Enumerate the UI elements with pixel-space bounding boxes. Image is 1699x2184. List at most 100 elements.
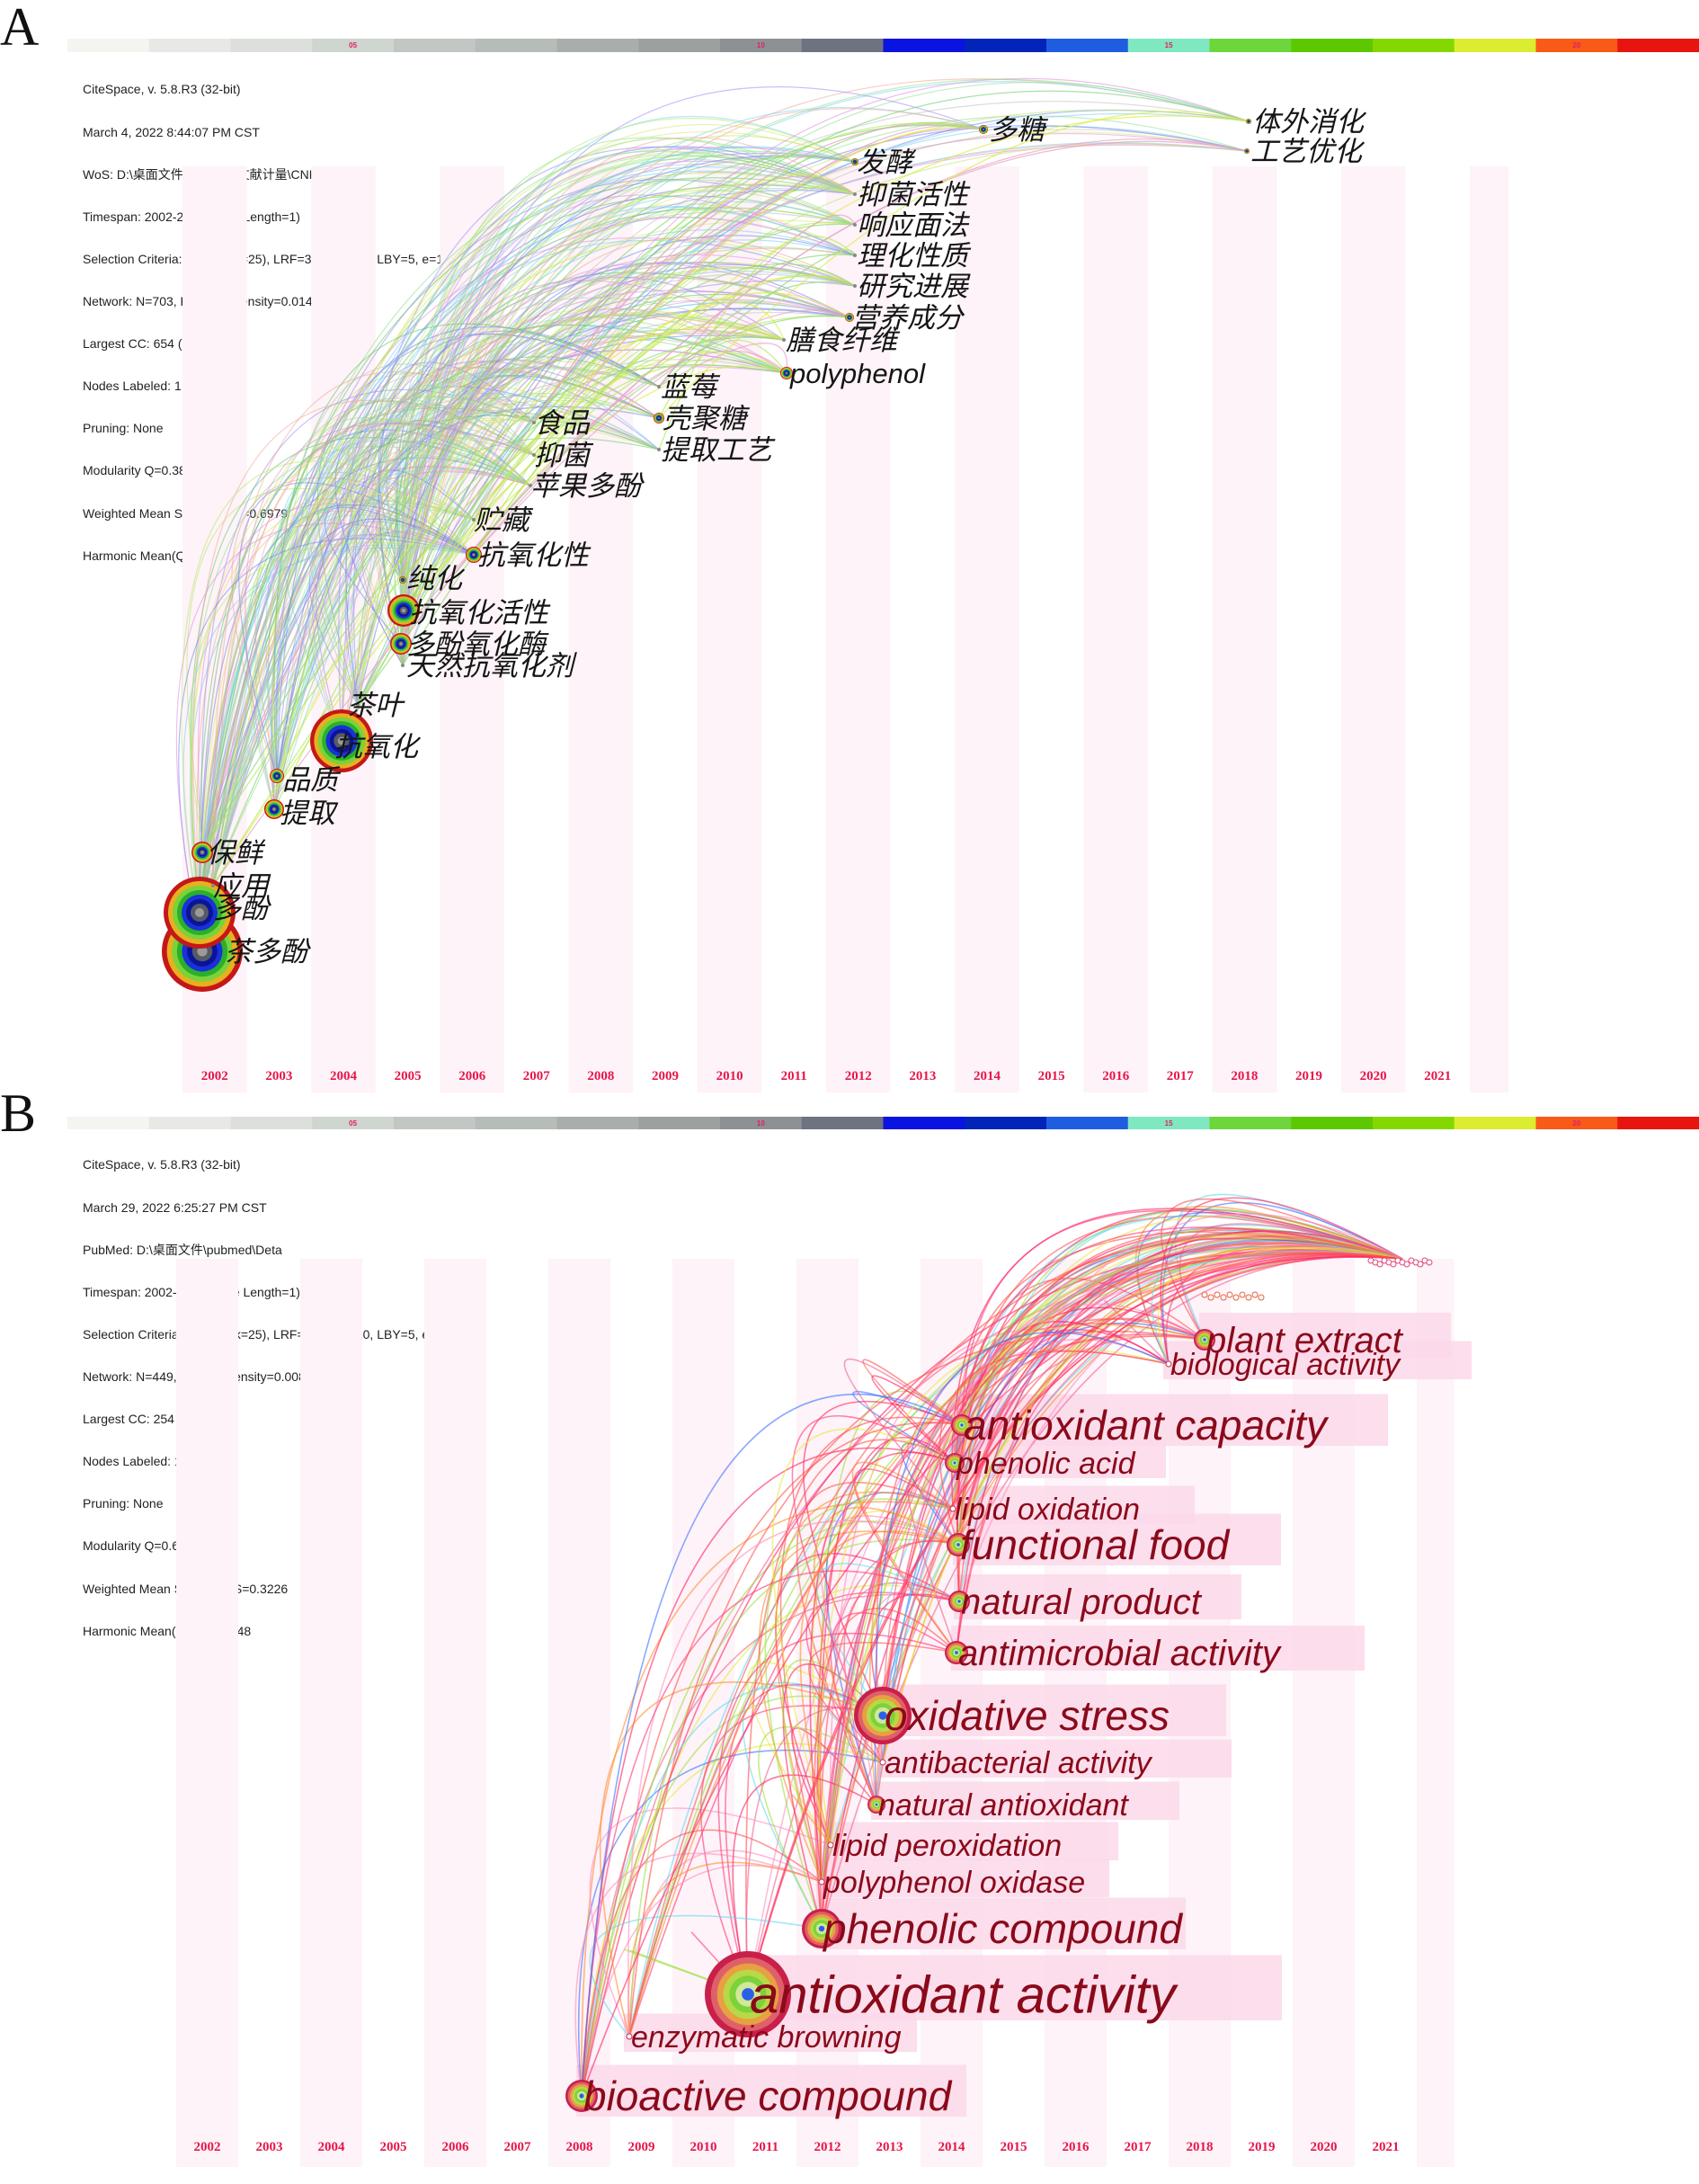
citation-edge — [725, 1683, 884, 1995]
keyword-label: 理化性质 — [857, 240, 972, 272]
year-label: 2015 — [1038, 1069, 1065, 1083]
keyword-label: 保鲜 — [207, 837, 266, 869]
citation-edge — [938, 1350, 1170, 1546]
citation-edge — [357, 311, 785, 706]
color-bar-segment — [1209, 39, 1292, 52]
label-highlight — [816, 1859, 1109, 1897]
color-bar-segment — [638, 39, 721, 52]
node-ring — [658, 417, 660, 419]
year-label: 2010 — [716, 1069, 743, 1083]
color-bar-label: 05 — [349, 1119, 357, 1128]
keyword-node — [945, 1641, 968, 1664]
year-label: 2013 — [876, 2140, 903, 2154]
keyword-node — [1258, 1294, 1265, 1301]
color-bar-segment — [801, 1117, 884, 1129]
keyword-label: antioxidant activity — [750, 1966, 1179, 2024]
year-stripe — [955, 166, 1019, 1092]
citation-edge — [1160, 1197, 1403, 1365]
keyword-label: phenolic compound — [822, 1905, 1183, 1952]
citation-edge — [628, 1246, 1403, 2037]
year-stripe — [300, 1259, 362, 2167]
keyword-label: 体外消化 — [1252, 106, 1367, 138]
citation-edge — [961, 1209, 1403, 1426]
keyword-label: 营养成分 — [851, 302, 965, 334]
color-bar-segment — [148, 1117, 231, 1129]
node-ring — [878, 1711, 887, 1720]
citation-edge — [357, 156, 856, 706]
keyword-node — [1246, 119, 1251, 124]
citation-edge — [473, 275, 856, 556]
citation-edge — [273, 267, 856, 810]
color-bar-segment — [475, 1117, 557, 1129]
citation-edge — [275, 518, 475, 777]
keyword-node — [782, 338, 786, 342]
keyword-node — [1214, 1291, 1221, 1298]
info-line: CiteSpace, v. 5.8.R3 (32-bit) — [83, 82, 241, 97]
citation-edge — [199, 177, 856, 914]
citation-edge — [816, 1563, 960, 1716]
year-stripe — [1417, 1259, 1454, 2167]
keyword-label: phenolic acid — [956, 1447, 1136, 1481]
node-ring — [579, 2093, 584, 2099]
year-label: 2016 — [1063, 2140, 1090, 2154]
keyword-label: functional food — [960, 1521, 1231, 1568]
citation-edge — [862, 1359, 963, 1464]
citation-edge — [771, 1428, 956, 1846]
keyword-label: 纯化 — [406, 563, 466, 595]
keyword-node — [654, 413, 664, 423]
label-highlight — [816, 1897, 1186, 1949]
citation-edge — [201, 392, 660, 853]
keyword-node — [1376, 1261, 1383, 1268]
color-bar-segment — [67, 1117, 150, 1129]
citation-edge — [954, 1252, 1403, 1464]
keyword-node — [532, 421, 536, 424]
citation-edge — [245, 423, 535, 810]
citation-edge — [403, 365, 787, 611]
year-label: 2004 — [330, 1069, 358, 1083]
keyword-label: polyphenol oxidase — [823, 1866, 1085, 1900]
citation-edge — [276, 107, 984, 777]
keyword-label: 提取工艺 — [661, 434, 776, 467]
keyword-label: polyphenol — [789, 358, 926, 389]
color-bar-label: 15 — [1165, 1119, 1173, 1128]
year-label: 2010 — [690, 2140, 717, 2154]
citation-edge — [212, 173, 856, 887]
keyword-label: 抗氧化 — [334, 731, 422, 763]
keyword-label: 多酚氧化酶 — [406, 628, 549, 661]
citation-edge — [843, 1582, 960, 1805]
keyword-label: 多糖 — [989, 114, 1049, 147]
keyword-node — [1417, 1261, 1424, 1268]
year-label: 2005 — [395, 1069, 422, 1083]
citation-edge — [581, 1570, 960, 2097]
year-label: 2006 — [458, 1069, 486, 1083]
citation-edge — [952, 1252, 1403, 1510]
keyword-label: 抗氧化活性 — [409, 597, 551, 629]
keyword-label: natural product — [961, 1582, 1203, 1622]
citation-edge — [273, 81, 1250, 810]
citation-edge — [199, 328, 785, 914]
citation-edge — [658, 281, 856, 388]
citation-edge — [624, 1948, 749, 1995]
keyword-node — [948, 1591, 970, 1612]
year-label: 2008 — [587, 1069, 614, 1083]
keyword-label: 品质 — [282, 764, 342, 797]
node-ring — [849, 316, 850, 318]
year-label: 2002 — [201, 1069, 228, 1083]
color-bar-segment — [1127, 1117, 1210, 1129]
keyword-label: 研究进展 — [857, 271, 971, 303]
keyword-node — [951, 1414, 973, 1436]
keyword-node — [853, 284, 857, 288]
citation-edge — [181, 460, 475, 952]
year-label: 2004 — [318, 2140, 346, 2154]
keyword-node — [532, 453, 536, 457]
color-bar-segment — [883, 39, 965, 52]
label-highlight — [951, 1626, 1365, 1671]
node-ring — [957, 1600, 961, 1603]
keyword-node — [854, 1687, 912, 1744]
citation-edge — [381, 384, 660, 666]
citation-edge — [201, 124, 984, 853]
citation-edge — [775, 1491, 954, 1883]
color-bar-segment — [1454, 39, 1536, 52]
keyword-node — [565, 2080, 598, 2112]
keyword-label: lipid oxidation — [955, 1493, 1140, 1527]
